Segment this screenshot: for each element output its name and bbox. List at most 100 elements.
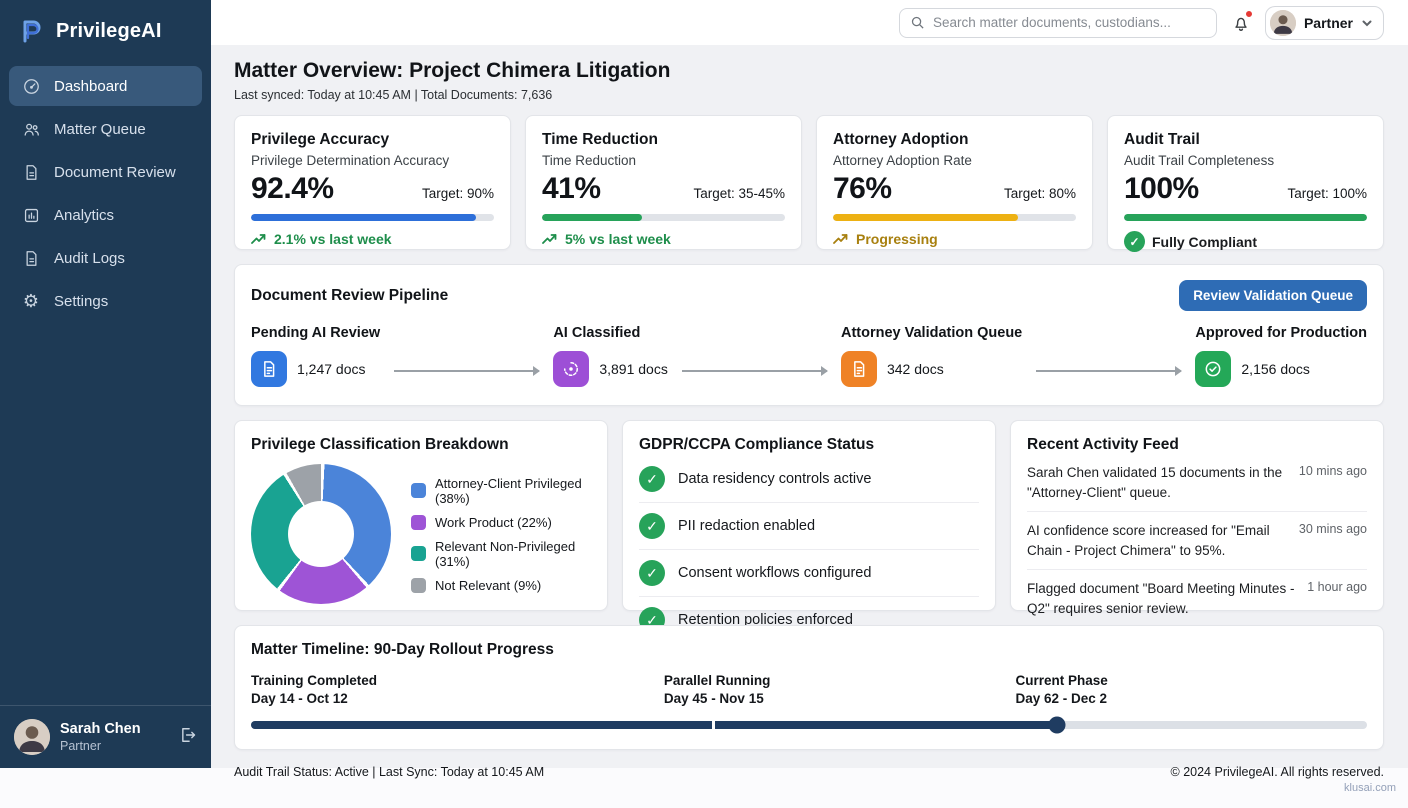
app-window: PrivilegeAI Dashboard Matter Queue Docum…	[0, 0, 1408, 768]
sidebar-item-analytics[interactable]: Analytics	[9, 195, 202, 235]
timeline-card: Matter Timeline: 90-Day Rollout Progress…	[234, 625, 1384, 750]
topbar: Partner	[211, 0, 1408, 45]
page-title: Matter Overview: Project Chimera Litigat…	[234, 59, 671, 82]
trend-up-icon	[542, 234, 557, 244]
sidebar-item-dashboard[interactable]: Dashboard	[9, 66, 202, 106]
flow-arrow	[681, 366, 829, 376]
sidebar: PrivilegeAI Dashboard Matter Queue Docum…	[0, 0, 211, 768]
kpi-card-audit-trail: Audit Trail Audit Trail Completeness 100…	[1107, 115, 1384, 252]
progress-fill	[833, 214, 1018, 221]
sidebar-item-label: Dashboard	[54, 77, 128, 95]
compliance-item: ✓ Data residency controls active	[639, 456, 979, 503]
milestone-training-completed: Training Completed Day 14 - Oct 12	[251, 673, 378, 706]
kpi-trend: Progressing	[833, 231, 1076, 247]
pipeline-card: Document Review Pipeline Review Validati…	[234, 264, 1384, 406]
trend-up-icon	[833, 234, 848, 244]
notifications-button[interactable]	[1231, 9, 1253, 33]
kpi-trend: 2.1% vs last week	[251, 231, 494, 247]
sidebar-item-matter-queue[interactable]: Matter Queue	[9, 109, 202, 149]
sidebar-item-document-review[interactable]: Document Review	[9, 152, 202, 192]
chart-legend: Attorney-Client Privileged (38%) Work Pr…	[411, 476, 591, 593]
audit-status-text: Audit Trail Status: Active | Last Sync: …	[234, 765, 545, 779]
people-icon	[21, 119, 41, 139]
logout-icon[interactable]	[177, 725, 197, 750]
kpi-row: Privilege Accuracy Privilege Determinati…	[234, 115, 1384, 252]
compliance-item: ✓ PII redaction enabled	[639, 503, 979, 550]
kpi-target: Target: 90%	[421, 186, 494, 201]
sidebar-item-label: Audit Logs	[54, 249, 125, 267]
user-role-label: Partner	[1303, 14, 1353, 31]
activity-timestamp: 30 mins ago	[1298, 522, 1367, 537]
bar-chart-icon	[21, 205, 41, 225]
user-menu[interactable]: Partner	[1264, 5, 1384, 40]
legend-item: Relevant Non-Privileged (31%)	[411, 539, 591, 569]
kpi-title: Time Reduction	[542, 131, 658, 148]
watermark: klusai.com	[1344, 782, 1396, 794]
timeline-track	[251, 716, 1367, 734]
progress-fill	[542, 214, 642, 221]
pipeline-title: Document Review Pipeline	[251, 286, 449, 304]
sidebar-nav: Dashboard Matter Queue Document Review A…	[0, 66, 211, 705]
kpi-subtitle: Time Reduction	[542, 153, 637, 168]
kpi-target: Target: 35-45%	[693, 186, 785, 201]
kpi-value: 92.4%	[251, 172, 334, 205]
kpi-card-privilege-accuracy: Privilege Accuracy Privilege Determinati…	[234, 115, 511, 250]
privilegeai-logo-icon	[23, 20, 41, 43]
sidebar-user-section: Sarah Chen Partner	[0, 705, 211, 768]
kpi-subtitle: Attorney Adoption Rate	[833, 153, 972, 168]
kpi-trend: 5% vs last week	[542, 231, 785, 247]
brand-name: PrivilegeAI	[56, 19, 162, 42]
content: Matter Overview: Project Chimera Litigat…	[211, 45, 1408, 779]
progress-track	[833, 214, 1076, 221]
user-role: Partner	[60, 739, 101, 753]
timeline-current-marker[interactable]	[1048, 716, 1066, 734]
kpi-target: Target: 80%	[1003, 186, 1076, 201]
milestone-parallel-running: Parallel Running Day 45 - Nov 15	[663, 673, 771, 706]
notification-dot	[1244, 9, 1253, 18]
kpi-title: Attorney Adoption	[833, 131, 969, 148]
kpi-target: Target: 100%	[1287, 186, 1367, 201]
gear-icon: ⚙	[22, 291, 40, 311]
timeline-phase-divider	[711, 721, 715, 729]
milestone-current-phase: Current Phase Day 62 - Dec 2	[1015, 673, 1108, 706]
progress-fill	[251, 214, 476, 221]
sidebar-item-audit-logs[interactable]: Audit Logs	[9, 238, 202, 278]
pipeline-stages: Pending AI Review 1,247 docs AI Classifi…	[251, 325, 1367, 387]
progress-track	[1124, 214, 1367, 221]
stage-ai-classified: AI Classified 3,891 docs	[553, 325, 668, 387]
progress-track	[251, 214, 494, 221]
sidebar-item-label: Document Review	[54, 163, 176, 181]
timeline-progress-fill	[251, 721, 1057, 729]
chevron-down-icon	[1361, 17, 1373, 29]
activity-item: Sarah Chen validated 15 documents in the…	[1027, 454, 1367, 513]
sidebar-item-settings[interactable]: ⚙ Settings	[9, 281, 202, 321]
timeline-title: Matter Timeline: 90-Day Rollout Progress	[251, 641, 554, 658]
legend-swatch	[411, 577, 426, 593]
review-validation-queue-button[interactable]: Review Validation Queue	[1179, 280, 1367, 311]
classification-card: Privilege Classification Breakdown Attor…	[234, 420, 608, 611]
ai-brain-icon	[553, 351, 590, 387]
kpi-title: Audit Trail	[1124, 131, 1200, 148]
file-icon	[21, 248, 41, 268]
search-input[interactable]	[932, 15, 1206, 30]
middle-row: Privilege Classification Breakdown Attor…	[234, 420, 1384, 633]
pending-document-icon	[251, 351, 287, 387]
activity-item: AI confidence score increased for "Email…	[1027, 512, 1367, 571]
kpi-subtitle: Audit Trail Completeness	[1124, 153, 1275, 168]
check-circle-icon: ✓	[639, 466, 665, 492]
brand-logo: PrivilegeAI	[0, 0, 211, 66]
bottom-strip: klusai.com	[0, 768, 1408, 808]
avatar	[14, 719, 50, 755]
legend-item: Not Relevant (9%)	[411, 577, 591, 593]
copyright-text: © 2024 PrivilegeAI. All rights reserved.	[1170, 765, 1384, 779]
flow-arrow	[1036, 366, 1183, 376]
stage-approved-for-production: Approved for Production 2,156 docs	[1195, 325, 1367, 387]
check-circle-icon: ✓	[639, 513, 665, 539]
kpi-value: 41%	[542, 172, 601, 205]
compliance-title: GDPR/CCPA Compliance Status	[639, 436, 875, 453]
sidebar-item-label: Matter Queue	[54, 120, 146, 138]
check-circle-icon: ✓	[639, 560, 665, 586]
kpi-value: 100%	[1124, 172, 1199, 205]
approved-check-icon	[1195, 351, 1232, 387]
page-subtitle: Last synced: Today at 10:45 AM | Total D…	[234, 88, 553, 102]
